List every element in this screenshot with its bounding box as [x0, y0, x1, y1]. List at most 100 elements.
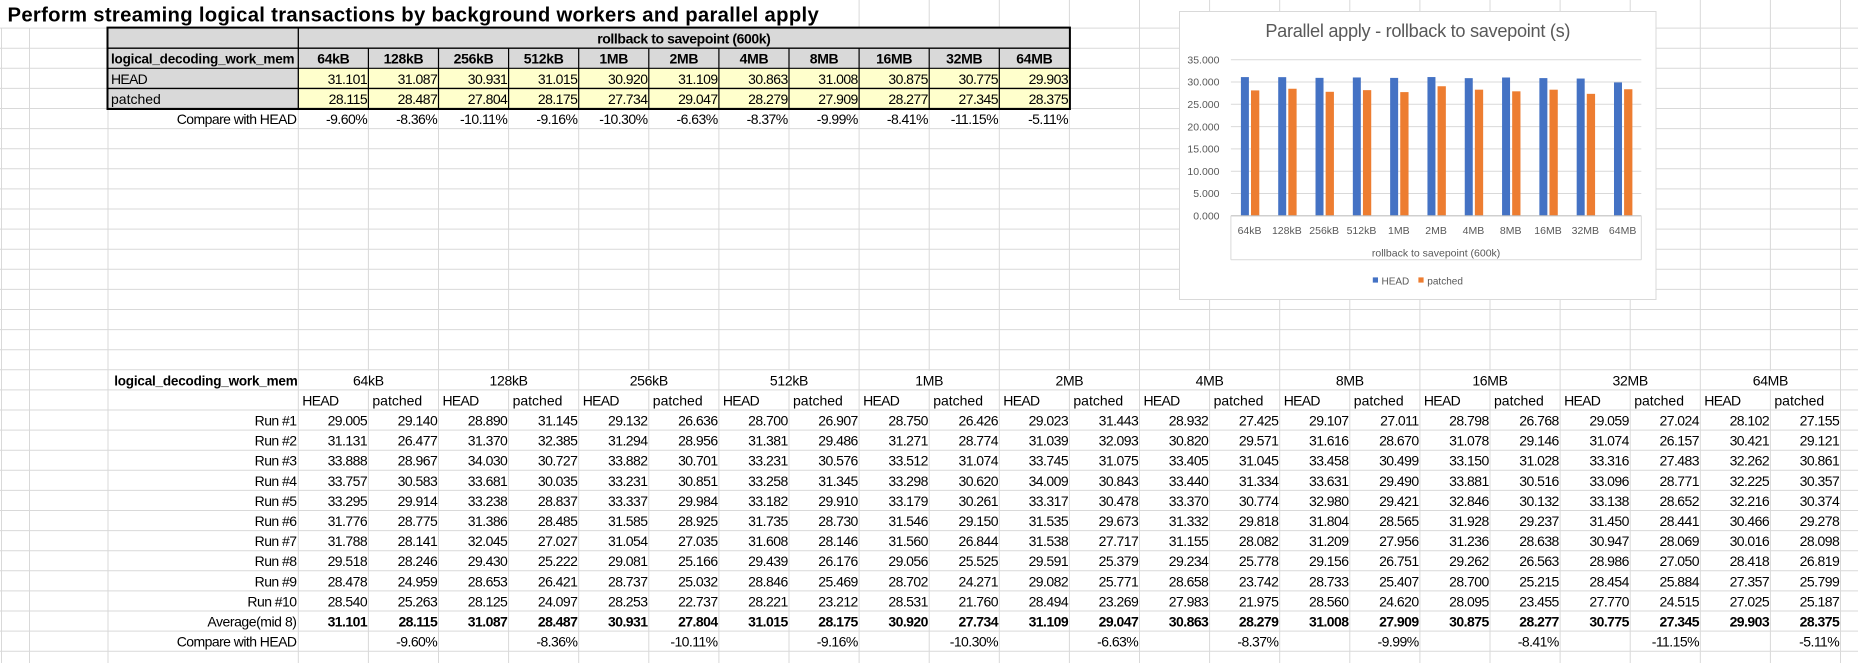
svg-text:31.087: 31.087	[398, 71, 438, 87]
svg-text:HEAD: HEAD	[1424, 392, 1461, 408]
svg-text:-8.37%: -8.37%	[747, 111, 788, 127]
svg-text:HEAD: HEAD	[1003, 392, 1040, 408]
svg-text:patched: patched	[111, 91, 161, 107]
svg-text:128kB: 128kB	[1272, 225, 1302, 237]
svg-text:31.074: 31.074	[1589, 433, 1629, 449]
svg-text:256kB: 256kB	[630, 372, 668, 388]
svg-text:-9.16%: -9.16%	[817, 634, 858, 650]
svg-text:31.209: 31.209	[1309, 533, 1349, 549]
svg-text:33.316: 33.316	[1589, 453, 1629, 469]
svg-text:31.008: 31.008	[818, 71, 858, 87]
svg-text:33.182: 33.182	[748, 493, 788, 509]
svg-text:33.888: 33.888	[328, 453, 368, 469]
svg-text:30.016: 30.016	[1730, 533, 1770, 549]
svg-text:25.263: 25.263	[398, 593, 438, 609]
svg-text:29.047: 29.047	[678, 91, 718, 107]
svg-text:Run #2: Run #2	[255, 433, 298, 449]
svg-text:HEAD: HEAD	[723, 392, 760, 408]
svg-text:29.121: 29.121	[1800, 433, 1840, 449]
svg-text:64kB: 64kB	[1238, 225, 1262, 237]
svg-text:28.069: 28.069	[1659, 533, 1699, 549]
svg-text:28.175: 28.175	[818, 614, 858, 630]
svg-text:24.620: 24.620	[1379, 593, 1419, 609]
svg-text:31.332: 31.332	[1169, 513, 1209, 529]
svg-text:31.608: 31.608	[748, 533, 788, 549]
svg-text:28.925: 28.925	[678, 513, 718, 529]
svg-text:25.379: 25.379	[1099, 553, 1139, 569]
svg-text:29.421: 29.421	[1379, 493, 1419, 509]
svg-text:31.450: 31.450	[1589, 513, 1629, 529]
svg-text:-5.11%: -5.11%	[1028, 111, 1068, 127]
svg-text:31.045: 31.045	[1239, 453, 1279, 469]
svg-text:32.980: 32.980	[1309, 493, 1349, 509]
svg-text:23.269: 23.269	[1099, 593, 1139, 609]
svg-text:28.115: 28.115	[398, 614, 438, 630]
svg-text:31.271: 31.271	[888, 433, 928, 449]
svg-text:26.563: 26.563	[1519, 553, 1559, 569]
svg-text:31.145: 31.145	[538, 413, 578, 429]
svg-text:25.884: 25.884	[1659, 573, 1699, 589]
svg-text:29.903: 29.903	[1029, 71, 1069, 87]
svg-text:15.000: 15.000	[1187, 144, 1219, 156]
svg-text:29.278: 29.278	[1800, 513, 1840, 529]
svg-text:Run #1: Run #1	[255, 413, 298, 429]
svg-text:29.818: 29.818	[1239, 513, 1279, 529]
svg-text:128kB: 128kB	[489, 372, 527, 388]
svg-text:2MB: 2MB	[670, 51, 699, 67]
svg-text:patched: patched	[513, 392, 563, 408]
svg-text:24.515: 24.515	[1659, 593, 1699, 609]
svg-text:28.986: 28.986	[1589, 553, 1629, 569]
svg-text:35.000: 35.000	[1187, 54, 1219, 66]
svg-text:29.673: 29.673	[1099, 513, 1139, 529]
svg-text:25.222: 25.222	[538, 553, 578, 569]
svg-text:31.039: 31.039	[1029, 433, 1069, 449]
svg-text:28.837: 28.837	[538, 493, 578, 509]
svg-text:27.983: 27.983	[1169, 593, 1209, 609]
svg-text:28.375: 28.375	[1029, 91, 1069, 107]
svg-text:30.620: 30.620	[958, 473, 998, 489]
svg-text:-10.11%: -10.11%	[460, 111, 507, 127]
svg-text:28.670: 28.670	[1379, 433, 1419, 449]
svg-text:30.466: 30.466	[1730, 513, 1770, 529]
svg-text:26.768: 26.768	[1519, 413, 1559, 429]
svg-text:28.771: 28.771	[1659, 473, 1699, 489]
svg-text:33.258: 33.258	[748, 473, 788, 489]
svg-text:31.560: 31.560	[888, 533, 928, 549]
svg-text:28.441: 28.441	[1659, 513, 1699, 529]
svg-text:25.032: 25.032	[678, 573, 718, 589]
svg-text:28.565: 28.565	[1379, 513, 1419, 529]
svg-text:33.631: 33.631	[1309, 473, 1349, 489]
svg-text:28.531: 28.531	[888, 593, 928, 609]
svg-text:patched: patched	[653, 392, 703, 408]
svg-text:logical_decoding_work_mem: logical_decoding_work_mem	[114, 373, 298, 388]
svg-text:23.455: 23.455	[1519, 593, 1559, 609]
svg-text:22.737: 22.737	[678, 593, 718, 609]
svg-text:27.804: 27.804	[468, 91, 508, 107]
svg-text:30.920: 30.920	[608, 71, 648, 87]
svg-text:27.909: 27.909	[1379, 614, 1419, 630]
svg-text:31.109: 31.109	[678, 71, 718, 87]
svg-text:30.920: 30.920	[888, 614, 928, 630]
svg-text:31.109: 31.109	[1029, 614, 1069, 630]
svg-text:30.851: 30.851	[678, 473, 718, 489]
svg-text:29.262: 29.262	[1449, 553, 1489, 569]
svg-text:-9.60%: -9.60%	[326, 111, 367, 127]
svg-text:16MB: 16MB	[1534, 225, 1561, 237]
svg-text:31.054: 31.054	[608, 533, 648, 549]
svg-text:29.430: 29.430	[468, 553, 508, 569]
svg-text:21.760: 21.760	[958, 593, 998, 609]
svg-text:28.253: 28.253	[608, 593, 648, 609]
svg-text:28.485: 28.485	[538, 513, 578, 529]
svg-text:30.576: 30.576	[818, 453, 858, 469]
svg-text:512kB: 512kB	[770, 372, 808, 388]
svg-text:29.234: 29.234	[1169, 553, 1209, 569]
svg-text:5.000: 5.000	[1193, 188, 1219, 200]
svg-text:32MB: 32MB	[946, 51, 982, 67]
svg-text:26.819: 26.819	[1800, 553, 1840, 569]
svg-text:64MB: 64MB	[1753, 372, 1788, 388]
svg-text:Run #3: Run #3	[255, 453, 298, 469]
svg-text:29.486: 29.486	[818, 433, 858, 449]
svg-text:HEAD: HEAD	[583, 392, 620, 408]
svg-text:16MB: 16MB	[876, 51, 912, 67]
svg-text:33.405: 33.405	[1169, 453, 1209, 469]
